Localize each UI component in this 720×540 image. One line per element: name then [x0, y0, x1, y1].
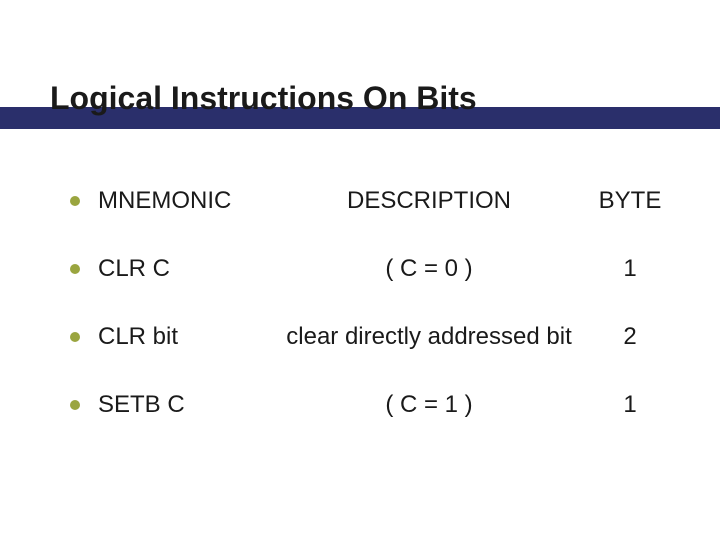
- cell-mnemonic: CLR C: [98, 255, 268, 283]
- header-byte: BYTE: [590, 187, 670, 215]
- bullet-icon: [70, 196, 80, 206]
- slide: Logical Instructions On Bits MNEMONIC DE…: [0, 0, 720, 540]
- bullet-icon: [70, 400, 80, 410]
- cell-byte: 2: [590, 323, 670, 351]
- cell-description: clear directly addressed bit: [268, 323, 590, 351]
- bullet-icon: [70, 264, 80, 274]
- slide-title: Logical Instructions On Bits: [50, 80, 670, 117]
- cell-mnemonic: SETB C: [98, 391, 268, 419]
- cell-byte: 1: [590, 391, 670, 419]
- header-mnemonic: MNEMONIC: [98, 187, 268, 215]
- header-description: DESCRIPTION: [268, 187, 590, 215]
- title-wrap: Logical Instructions On Bits: [50, 80, 670, 117]
- content-area: MNEMONIC DESCRIPTION BYTE CLR C ( C = 0 …: [50, 167, 670, 419]
- cell-byte: 1: [590, 255, 670, 283]
- table-row: CLR bit clear directly addressed bit 2: [70, 323, 670, 351]
- bullet-icon: [70, 332, 80, 342]
- cell-mnemonic: CLR bit: [98, 323, 268, 351]
- table-row: SETB C ( C = 1 ) 1: [70, 391, 670, 419]
- cell-description: ( C = 1 ): [268, 391, 590, 419]
- table-row: CLR C ( C = 0 ) 1: [70, 255, 670, 283]
- header-row: MNEMONIC DESCRIPTION BYTE: [70, 187, 670, 215]
- cell-description: ( C = 0 ): [268, 255, 590, 283]
